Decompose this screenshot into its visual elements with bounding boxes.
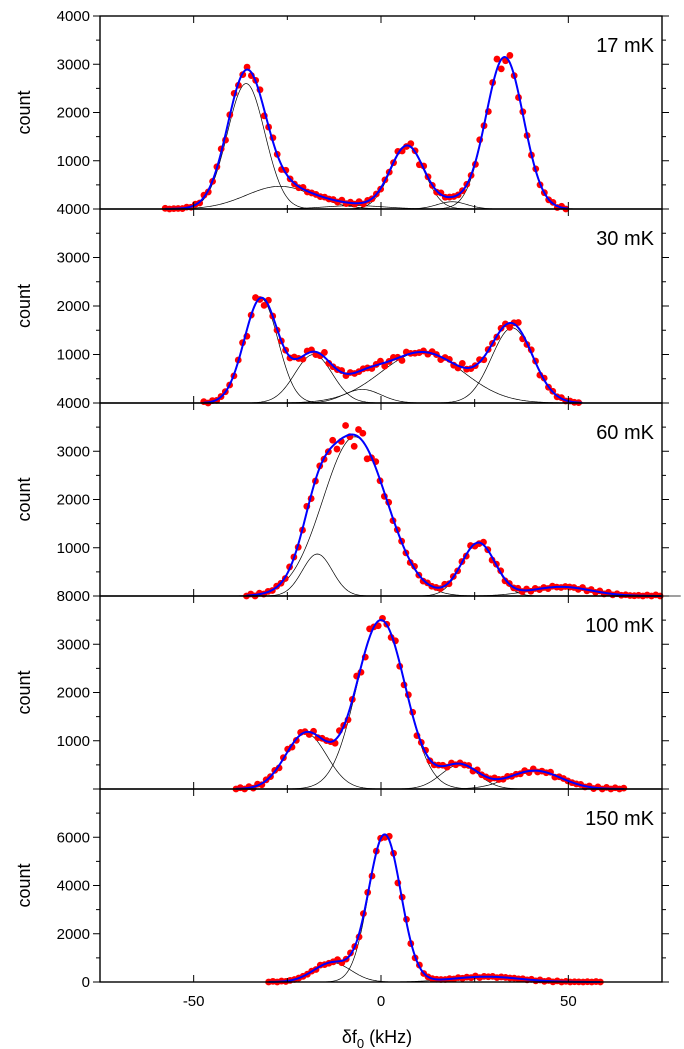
y-axis-title-0: count [14,90,34,134]
fit-curve-4 [268,833,601,983]
y-tick-label-3-0: 1000 [57,733,90,750]
y-tick-label-1-1: 2000 [57,298,90,315]
component-curve-0-5 [429,56,580,210]
fit-curve-0 [165,56,569,210]
panel-frame-0 [99,15,663,210]
panel-label-2: 60 mK [596,422,654,444]
panel-1: 1000 2000 3000 4000 30 mK count [14,201,669,407]
component-curve-1-1 [238,354,389,404]
y-axis-title-2: count [14,477,34,521]
x-axis-title-subscript: 0 [357,1036,364,1049]
y-tick-label-2-1: 2000 [57,492,90,509]
data-point-2-25 [350,442,358,450]
data-point-0-78 [497,65,505,73]
panel-2: 1000 2000 3000 4000 60 mK count [14,395,681,600]
component-curve-1-2 [287,389,438,404]
x-tick-label-2: 50 [560,993,577,1010]
data-point-2-20 [329,436,337,444]
y-tick-label-3-1: 2000 [57,685,90,702]
panel-label-4: 150 mK [585,808,655,830]
data-point-1-73 [514,319,522,326]
y-axis-title-1: count [14,284,34,328]
data-point-1-14 [260,302,268,309]
y-tick-label-0-0: 1000 [57,153,90,170]
y-tick-label-0-1: 2000 [57,105,90,122]
y-tick-label-2-2: 3000 [57,443,90,460]
data-point-1-42 [381,362,389,370]
y-tick-label-4-0: 0 [82,974,90,991]
panel-label-3: 100 mK [585,615,655,637]
x-axis-title-unit: (kHz) [364,1027,412,1047]
data-point-1-46 [398,357,406,364]
fit-curve-3 [235,619,624,790]
y-tick-label-1-0: 1000 [57,347,90,364]
data-point-2-21 [333,445,341,453]
y-top-tick-label-1: 4000 [57,201,90,218]
data-point-2-27 [359,429,367,437]
y-tick-label-0-2: 3000 [57,56,90,73]
component-curve-2-1 [227,436,483,597]
data-point-1-28 [321,349,328,356]
data-point-1-60 [458,360,466,367]
data-point-0-77 [493,55,501,63]
fit-curve-2 [246,433,663,597]
data-point-0-80 [506,52,514,59]
y-tick-label-4-2: 4000 [57,878,90,895]
panel-label-0: 17 mK [596,35,654,57]
data-point-2-23 [342,422,349,429]
y-top-tick-label-2: 4000 [57,395,90,412]
x-axis-title-main: δf [342,1027,358,1047]
data-point-1-71 [506,323,514,331]
y-tick-label-2-0: 1000 [57,540,90,557]
panel-3: 1000 2000 3000 8000 100 mK count [14,588,669,793]
y-top-tick-label-3: 8000 [57,588,90,605]
data-point-0-19 [243,63,251,71]
panel-frame-1 [99,208,663,404]
fit-curve-1 [203,296,583,404]
y-tick-label-1-2: 3000 [57,250,90,267]
panel-4: 0 2000 4000 6000 150 mK count [14,788,669,991]
panel-frame-2 [99,402,663,597]
component-curve-3-0 [223,733,389,790]
y-tick-label-4-3: 6000 [57,829,90,846]
x-tick-label-1: 0 [377,993,385,1010]
y-tick-label-4-1: 2000 [57,926,90,943]
y-axis-title-3: count [14,670,34,714]
panel-0: 1000 2000 3000 4000 17 mK count [14,8,669,213]
panel-frame-4 [99,788,663,983]
component-curve-2-0 [257,553,378,597]
x-tick-label-0: -50 [183,993,205,1010]
y-axis-title-4: count [14,863,34,907]
y-top-tick-label-0: 4000 [57,8,90,25]
x-axis-title: δf0 (kHz) [342,1027,412,1049]
panel-label-1: 30 mK [596,228,654,250]
component-curve-0-4 [392,201,513,210]
y-tick-label-3-2: 3000 [57,636,90,653]
